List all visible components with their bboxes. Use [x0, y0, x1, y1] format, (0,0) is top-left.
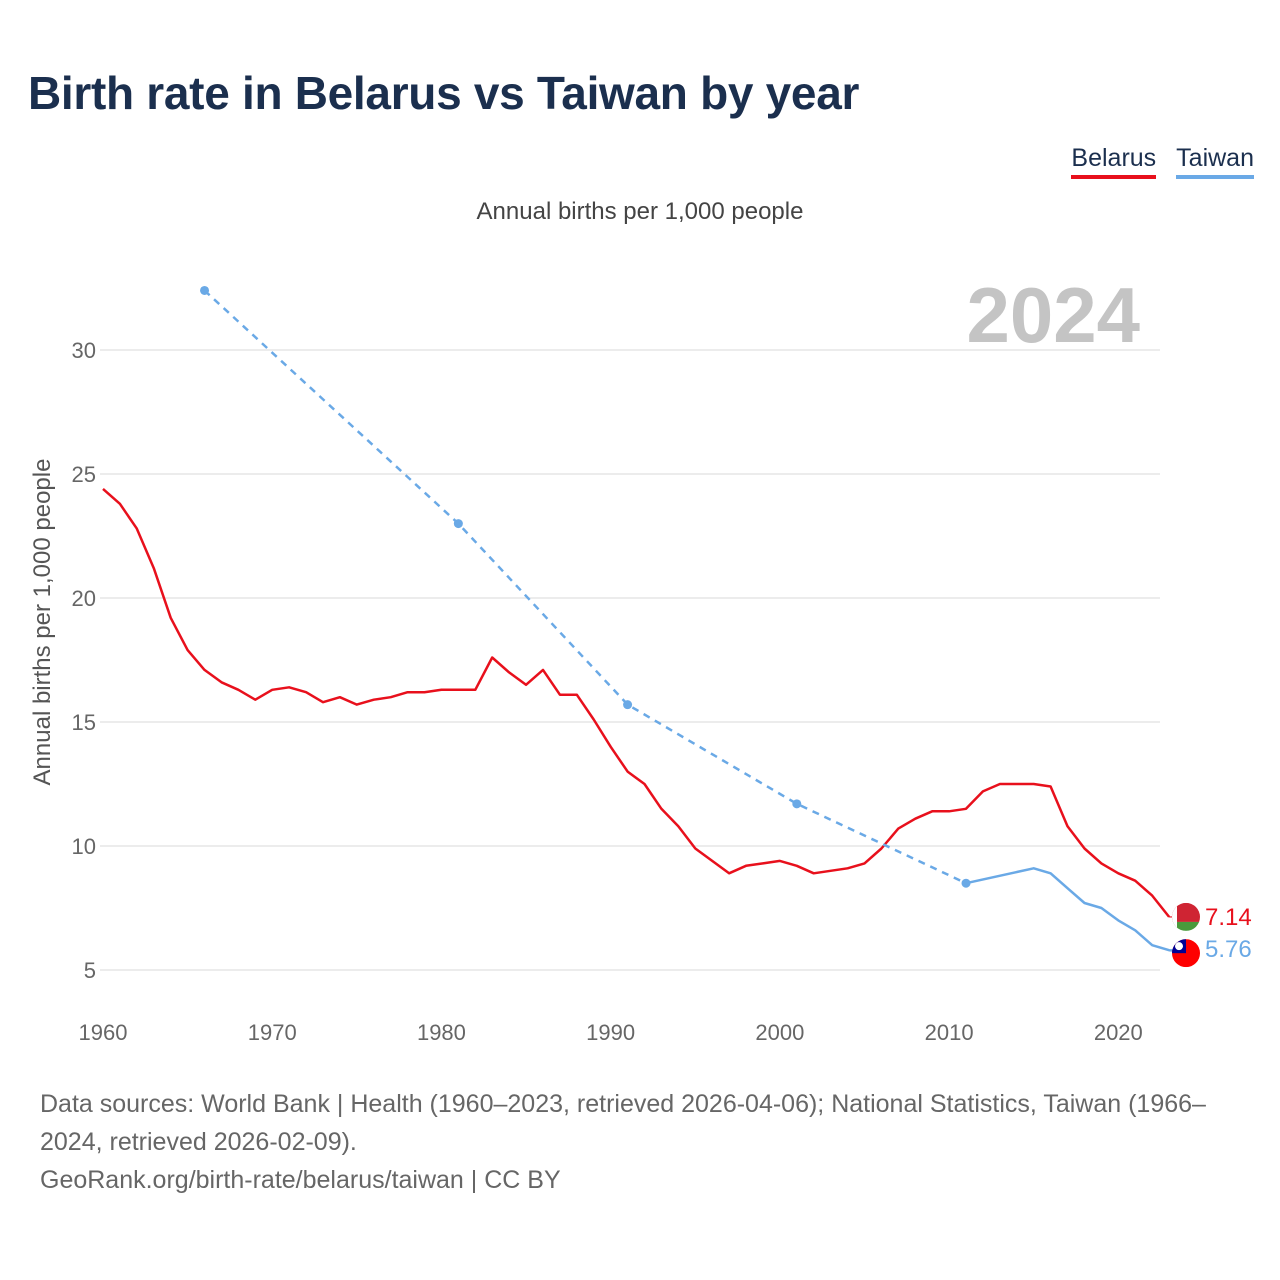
page-title: Birth rate in Belarus vs Taiwan by year: [28, 67, 860, 119]
legend-item-taiwan[interactable]: Taiwan: [1176, 144, 1254, 179]
y-tick-label: 5: [84, 958, 96, 983]
x-tick-label: 1990: [586, 1020, 635, 1045]
taiwan-flag-icon: [1172, 939, 1200, 968]
series-line-taiwan: [965, 867, 1187, 953]
end-label-taiwan: 5.76: [1205, 936, 1252, 963]
y-tick-label: 30: [72, 338, 96, 363]
flag-stripe-green: [1172, 921, 1200, 931]
series-line-belarus: [102, 487, 1171, 918]
x-tick-label: 1980: [417, 1020, 466, 1045]
attribution-link[interactable]: GeoRank.org/birth-rate/belarus/taiwan | …: [40, 1166, 561, 1194]
data-point-taiwan: [200, 285, 210, 295]
flag-stripe-red: [1172, 902, 1200, 922]
chart-subtitle: Annual births per 1,000 people: [476, 198, 804, 225]
x-tick-label: 2000: [755, 1020, 804, 1045]
series-line-taiwan-dashed: [203, 289, 967, 885]
data-point-taiwan: [623, 700, 633, 710]
data-point-taiwan: [961, 878, 971, 888]
x-tick-label: 1960: [79, 1020, 128, 1045]
y-tick-label: 20: [72, 586, 96, 611]
belarus-flag-icon: [1172, 902, 1200, 931]
legend: Belarus Taiwan: [1071, 144, 1254, 179]
y-tick-label: 10: [72, 834, 96, 859]
legend-item-belarus[interactable]: Belarus: [1071, 144, 1157, 179]
end-label-belarus: 7.14: [1205, 904, 1252, 931]
flag-hoist-pattern: [1172, 902, 1177, 931]
data-point-taiwan: [453, 519, 463, 529]
footer: Data sources: World Bank | Health (1960–…: [40, 1085, 1250, 1199]
flag-sun: [1175, 942, 1183, 951]
x-tick-label: 1970: [248, 1020, 297, 1045]
x-tick-label: 2010: [925, 1020, 974, 1045]
y-tick-label: 25: [72, 462, 96, 487]
year-indicator: 2024: [966, 271, 1140, 359]
data-point-taiwan: [792, 799, 802, 809]
y-tick-label: 15: [72, 710, 96, 735]
x-tick-label: 2020: [1094, 1020, 1143, 1045]
data-sources: Data sources: World Bank | Health (1960–…: [40, 1090, 1206, 1156]
